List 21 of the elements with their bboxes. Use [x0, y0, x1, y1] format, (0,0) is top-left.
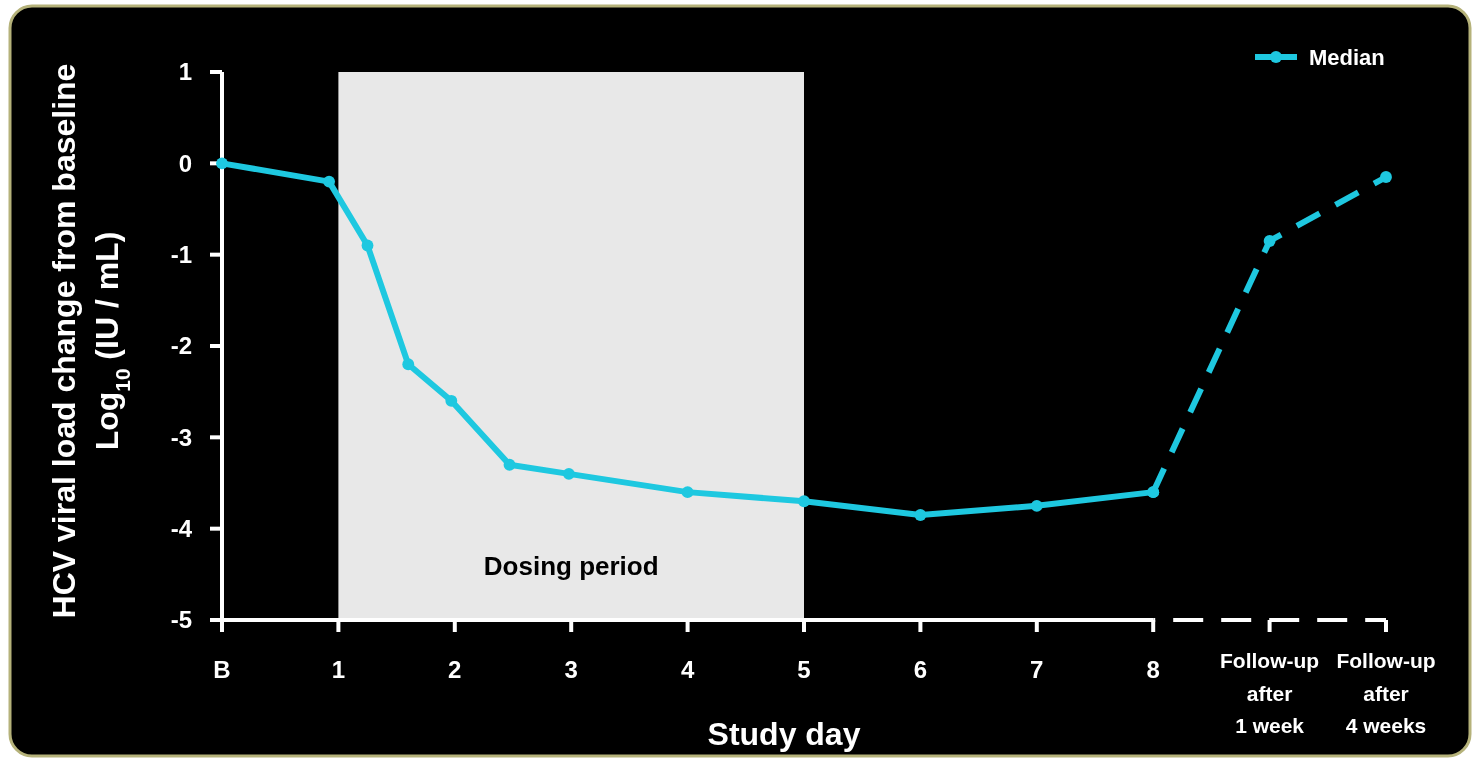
band-label: Dosing period — [483, 551, 659, 581]
y-tick-label: -1 — [170, 241, 192, 269]
y-tick-label: -5 — [170, 606, 192, 634]
y-tick-label: 0 — [178, 149, 192, 177]
x-tick-label: 3 — [564, 656, 578, 683]
y-tick-label: -3 — [170, 423, 192, 451]
legend-label: Median — [1309, 44, 1385, 70]
x-tick-label: 6 — [913, 656, 928, 683]
x-axis-title: Study day — [707, 716, 861, 752]
x-tick-label: 5 — [797, 656, 811, 683]
x-tick-label: B — [213, 656, 231, 683]
x-tick-label: Follow-up after 4 weeks — [1336, 649, 1436, 738]
x-tick-label: 2 — [448, 656, 462, 683]
y-tick-label: -2 — [170, 332, 192, 360]
x-tick-label: Follow-up after 1 week — [1220, 649, 1320, 738]
y-tick-label: -4 — [170, 515, 193, 543]
x-tick-label: 8 — [1146, 656, 1160, 683]
x-tick-label: 4 — [680, 656, 695, 683]
y-tick-label: 1 — [178, 58, 192, 86]
x-tick-label: 7 — [1030, 656, 1044, 683]
x-tick-label: 1 — [331, 656, 346, 683]
